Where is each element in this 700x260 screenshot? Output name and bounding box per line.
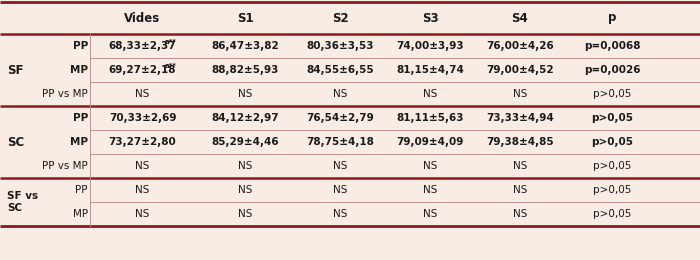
Text: p>0,05: p>0,05 (594, 161, 631, 171)
Text: 84,12±2,97: 84,12±2,97 (211, 113, 279, 123)
Text: NS: NS (238, 185, 252, 195)
Text: p>0,05: p>0,05 (594, 209, 631, 219)
Text: NS: NS (332, 209, 347, 219)
Text: 78,75±4,18: 78,75±4,18 (306, 137, 374, 147)
Text: 81,11±5,63: 81,11±5,63 (396, 113, 463, 123)
Text: p: p (608, 11, 617, 24)
Text: S1: S1 (237, 11, 253, 24)
Text: p>0,05: p>0,05 (592, 137, 634, 147)
Text: SF vs: SF vs (7, 191, 38, 201)
Text: S3: S3 (421, 11, 438, 24)
Text: 84,55±6,55: 84,55±6,55 (306, 65, 374, 75)
Text: NS: NS (423, 209, 438, 219)
Text: MP: MP (70, 65, 88, 75)
Text: p>0,05: p>0,05 (594, 89, 631, 99)
Text: NS: NS (135, 209, 150, 219)
Text: 86,47±3,82: 86,47±3,82 (211, 41, 279, 51)
Text: NS: NS (423, 185, 438, 195)
Text: NS: NS (513, 209, 527, 219)
Text: p=0,0068: p=0,0068 (584, 41, 640, 51)
Text: MP: MP (73, 209, 88, 219)
Text: 79,09±4,09: 79,09±4,09 (396, 137, 463, 147)
Text: 80,36±3,53: 80,36±3,53 (307, 41, 374, 51)
Text: 76,54±2,79: 76,54±2,79 (306, 113, 374, 123)
Text: PP: PP (76, 185, 88, 195)
Text: a**: a** (164, 63, 176, 69)
Text: SF: SF (7, 63, 24, 76)
Text: 69,27±2,18: 69,27±2,18 (108, 65, 176, 75)
Text: 79,00±4,52: 79,00±4,52 (486, 65, 554, 75)
Text: Vides: Vides (125, 11, 160, 24)
Text: SC: SC (7, 135, 24, 148)
Text: 85,29±4,46: 85,29±4,46 (211, 137, 279, 147)
Text: NS: NS (513, 161, 527, 171)
Text: p>0,05: p>0,05 (592, 113, 634, 123)
Text: p=0,0026: p=0,0026 (584, 65, 640, 75)
Text: PP vs MP: PP vs MP (42, 161, 88, 171)
Text: MP: MP (70, 137, 88, 147)
Text: NS: NS (238, 161, 252, 171)
Text: NS: NS (332, 89, 347, 99)
Text: 68,33±2,37: 68,33±2,37 (108, 41, 176, 51)
Text: NS: NS (135, 161, 150, 171)
Text: NS: NS (513, 185, 527, 195)
Text: S4: S4 (512, 11, 528, 24)
Text: 79,38±4,85: 79,38±4,85 (486, 137, 554, 147)
Text: PP vs MP: PP vs MP (42, 89, 88, 99)
Text: NS: NS (423, 89, 438, 99)
Text: NS: NS (238, 89, 252, 99)
Text: PP: PP (73, 113, 88, 123)
Text: SC: SC (7, 203, 22, 213)
Text: NS: NS (332, 161, 347, 171)
Text: 73,33±4,94: 73,33±4,94 (486, 113, 554, 123)
Text: NS: NS (135, 89, 150, 99)
Text: PP: PP (73, 41, 88, 51)
Text: NS: NS (238, 209, 252, 219)
Text: 70,33±2,69: 70,33±2,69 (108, 113, 176, 123)
Text: NS: NS (423, 161, 438, 171)
Text: 76,00±4,26: 76,00±4,26 (486, 41, 554, 51)
Text: NS: NS (135, 185, 150, 195)
Text: 81,15±4,74: 81,15±4,74 (396, 65, 464, 75)
Text: S2: S2 (332, 11, 349, 24)
Text: NS: NS (332, 185, 347, 195)
Text: a**: a** (164, 39, 176, 45)
Text: 73,27±2,80: 73,27±2,80 (108, 137, 176, 147)
Text: p>0,05: p>0,05 (594, 185, 631, 195)
Text: 88,82±5,93: 88,82±5,93 (211, 65, 279, 75)
Text: 74,00±3,93: 74,00±3,93 (396, 41, 464, 51)
Text: NS: NS (513, 89, 527, 99)
